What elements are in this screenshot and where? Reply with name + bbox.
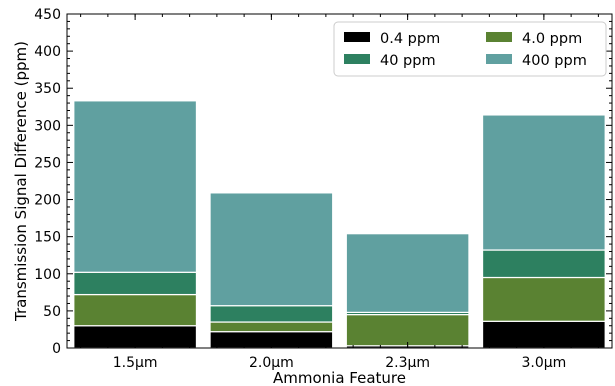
y-tick-label: 350 bbox=[34, 81, 61, 97]
bar-1-0 bbox=[73, 293, 198, 327]
y-tick-label: 0 bbox=[52, 341, 61, 357]
legend-swatch-0 bbox=[344, 32, 370, 42]
legend-swatch-1 bbox=[486, 32, 512, 42]
legend-frame bbox=[333, 21, 607, 77]
legend-swatch-2 bbox=[344, 54, 370, 64]
legend-label-0: 0.4 ppm bbox=[380, 31, 440, 47]
plot-frame bbox=[66, 13, 613, 349]
y-tick-label: 450 bbox=[34, 7, 61, 23]
x-axis-ticks: 1.5μm 2.0μm 2.3μm 3.0μm bbox=[80, 14, 599, 371]
bar-2-1 bbox=[209, 305, 334, 323]
x-tick-label: 1.5μm bbox=[113, 355, 158, 371]
bar-3-1 bbox=[209, 192, 334, 307]
x-tick-label: 3.0μm bbox=[521, 355, 566, 371]
axes bbox=[66, 13, 613, 349]
y-tick-label: 50 bbox=[43, 304, 61, 320]
legend-swatch-3 bbox=[486, 54, 512, 64]
x-tick-label: 2.3μm bbox=[385, 355, 430, 371]
legend-label-1: 4.0 ppm bbox=[522, 31, 582, 47]
bar-2-0 bbox=[73, 271, 198, 296]
y-tick-label: 300 bbox=[34, 118, 61, 134]
y-tick-label: 200 bbox=[34, 193, 61, 209]
y-axis-label: Transmission Signal Difference (ppm) bbox=[12, 41, 30, 322]
bar-3-3 bbox=[481, 114, 606, 251]
bars bbox=[73, 100, 606, 349]
y-tick-label: 100 bbox=[34, 267, 61, 283]
y-tick-label: 400 bbox=[34, 44, 61, 60]
legend-label-2: 40 ppm bbox=[380, 53, 436, 69]
x-axis-label: Ammonia Feature bbox=[273, 369, 406, 386]
bar-1-1 bbox=[209, 321, 334, 333]
y-tick-label: 250 bbox=[34, 155, 61, 171]
bar-2-3 bbox=[481, 249, 606, 279]
bar-1-2 bbox=[345, 314, 470, 347]
y-tick-label: 150 bbox=[34, 230, 61, 246]
y-axis-ticks: 0 50 100 150 200 250 300 350 400 450 bbox=[34, 7, 612, 357]
x-tick-label: 2.0μm bbox=[249, 355, 294, 371]
legend: 0.4 ppm 4.0 ppm 40 ppm 400 ppm bbox=[333, 21, 607, 77]
bar-3-2 bbox=[345, 233, 470, 313]
legend-label-3: 400 ppm bbox=[522, 53, 587, 69]
bar-3-0 bbox=[73, 100, 198, 273]
bar-1-3 bbox=[481, 276, 606, 322]
